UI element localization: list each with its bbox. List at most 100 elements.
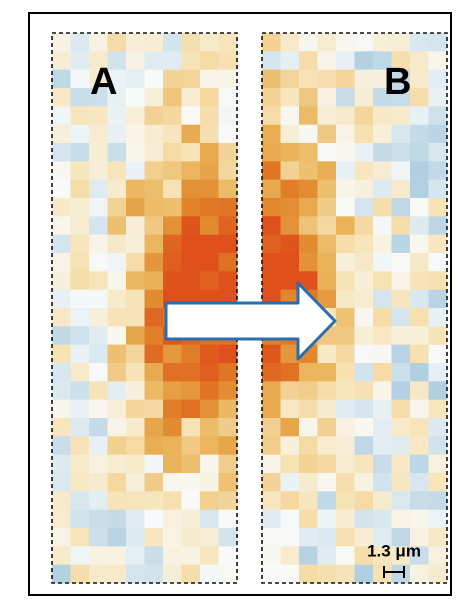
heatmap-cell [410,345,429,364]
heatmap-cell [219,510,238,529]
heatmap-cell [182,198,201,217]
heatmap-cell [373,400,392,419]
heatmap-cell [429,345,448,364]
heatmap-cell [145,198,164,217]
heatmap-cell [145,473,164,492]
heatmap-cell [219,565,238,584]
heatmap-cell [336,491,355,510]
heatmap-cell [89,345,108,364]
heatmap-cell [71,51,90,70]
heatmap-cell [89,198,108,217]
heatmap-cell [392,455,411,474]
heatmap-cell [392,565,411,584]
heatmap-cell [336,400,355,419]
heatmap-cell [182,271,201,290]
heatmap-cell [145,326,164,345]
heatmap-cell [108,180,127,199]
heatmap-cell [200,143,219,162]
heatmap-cell [108,400,127,419]
heatmap-cell [126,418,145,437]
heatmap-cell [336,70,355,89]
heatmap-cell [52,308,71,327]
heatmap-cell [355,473,374,492]
heatmap-cell [163,381,182,400]
heatmap-cell [145,528,164,547]
heatmap-cell [410,455,429,474]
heatmap-cell [281,381,300,400]
heatmap-cell [145,436,164,455]
heatmap-cell [108,235,127,254]
heatmap-cell [52,180,71,199]
heatmap-cell [299,235,318,254]
heatmap-cell [299,418,318,437]
heatmap-cell [373,216,392,235]
heatmap-cell [429,161,448,180]
heatmap-cell [163,473,182,492]
heatmap-cell [373,180,392,199]
heatmap-cell [429,363,448,382]
heatmap-cell [52,161,71,180]
heatmap-cell [163,528,182,547]
heatmap-cell [355,290,374,309]
heatmap-cell [336,290,355,309]
heatmap-cell [200,473,219,492]
heatmap-cell [299,125,318,144]
heatmap-cell [182,143,201,162]
heatmap-cell [262,271,281,290]
heatmap-cell [52,565,71,584]
heatmap-cell [108,473,127,492]
heatmap-cell [71,33,90,52]
heatmap-cell [392,491,411,510]
heatmap-cell [52,436,71,455]
heatmap-cell [299,198,318,217]
heatmap-cell [145,271,164,290]
heatmap-cell [281,143,300,162]
heatmap-cell [71,565,90,584]
heatmap-cell [182,400,201,419]
heatmap-cell [52,125,71,144]
heatmap-cell [71,106,90,125]
heatmap-cell [163,70,182,89]
heatmap-cell [71,510,90,529]
heatmap-cell [126,216,145,235]
heatmap-cell [318,381,337,400]
heatmap-cell [108,33,127,52]
heatmap-cell [89,455,108,474]
heatmap-cell [318,106,337,125]
heatmap-cell [89,290,108,309]
heatmap-cell [145,345,164,364]
heatmap-cell [219,70,238,89]
heatmap-cell [145,161,164,180]
heatmap-cell [200,528,219,547]
heatmap-cell [108,271,127,290]
heatmap-cell [299,436,318,455]
heatmap-cell [429,125,448,144]
heatmap-cell [318,528,337,547]
heatmap-cell [429,436,448,455]
heatmap-cell [429,546,448,565]
heatmap-cell [429,70,448,89]
heatmap-cell [355,88,374,107]
heatmap-cell [182,491,201,510]
heatmap-cell [163,436,182,455]
heatmap-cell [299,546,318,565]
heatmap-cell [318,546,337,565]
heatmap-cell [318,565,337,584]
heatmap-cell [373,491,392,510]
heatmap-cell [336,473,355,492]
heatmap-cell [108,161,127,180]
heatmap-cell [52,88,71,107]
heatmap-cell [219,161,238,180]
heatmap-cell [126,88,145,107]
heatmap-cell [281,33,300,52]
heatmap-cell [392,436,411,455]
heatmap-cell [52,326,71,345]
heatmap-cell [108,308,127,327]
heatmap-cell [318,510,337,529]
heatmap-cell [429,88,448,107]
heatmap-cell [126,528,145,547]
heatmap-cell [219,106,238,125]
heatmap-cell [126,473,145,492]
heatmap-cell [145,70,164,89]
heatmap-cell [336,363,355,382]
